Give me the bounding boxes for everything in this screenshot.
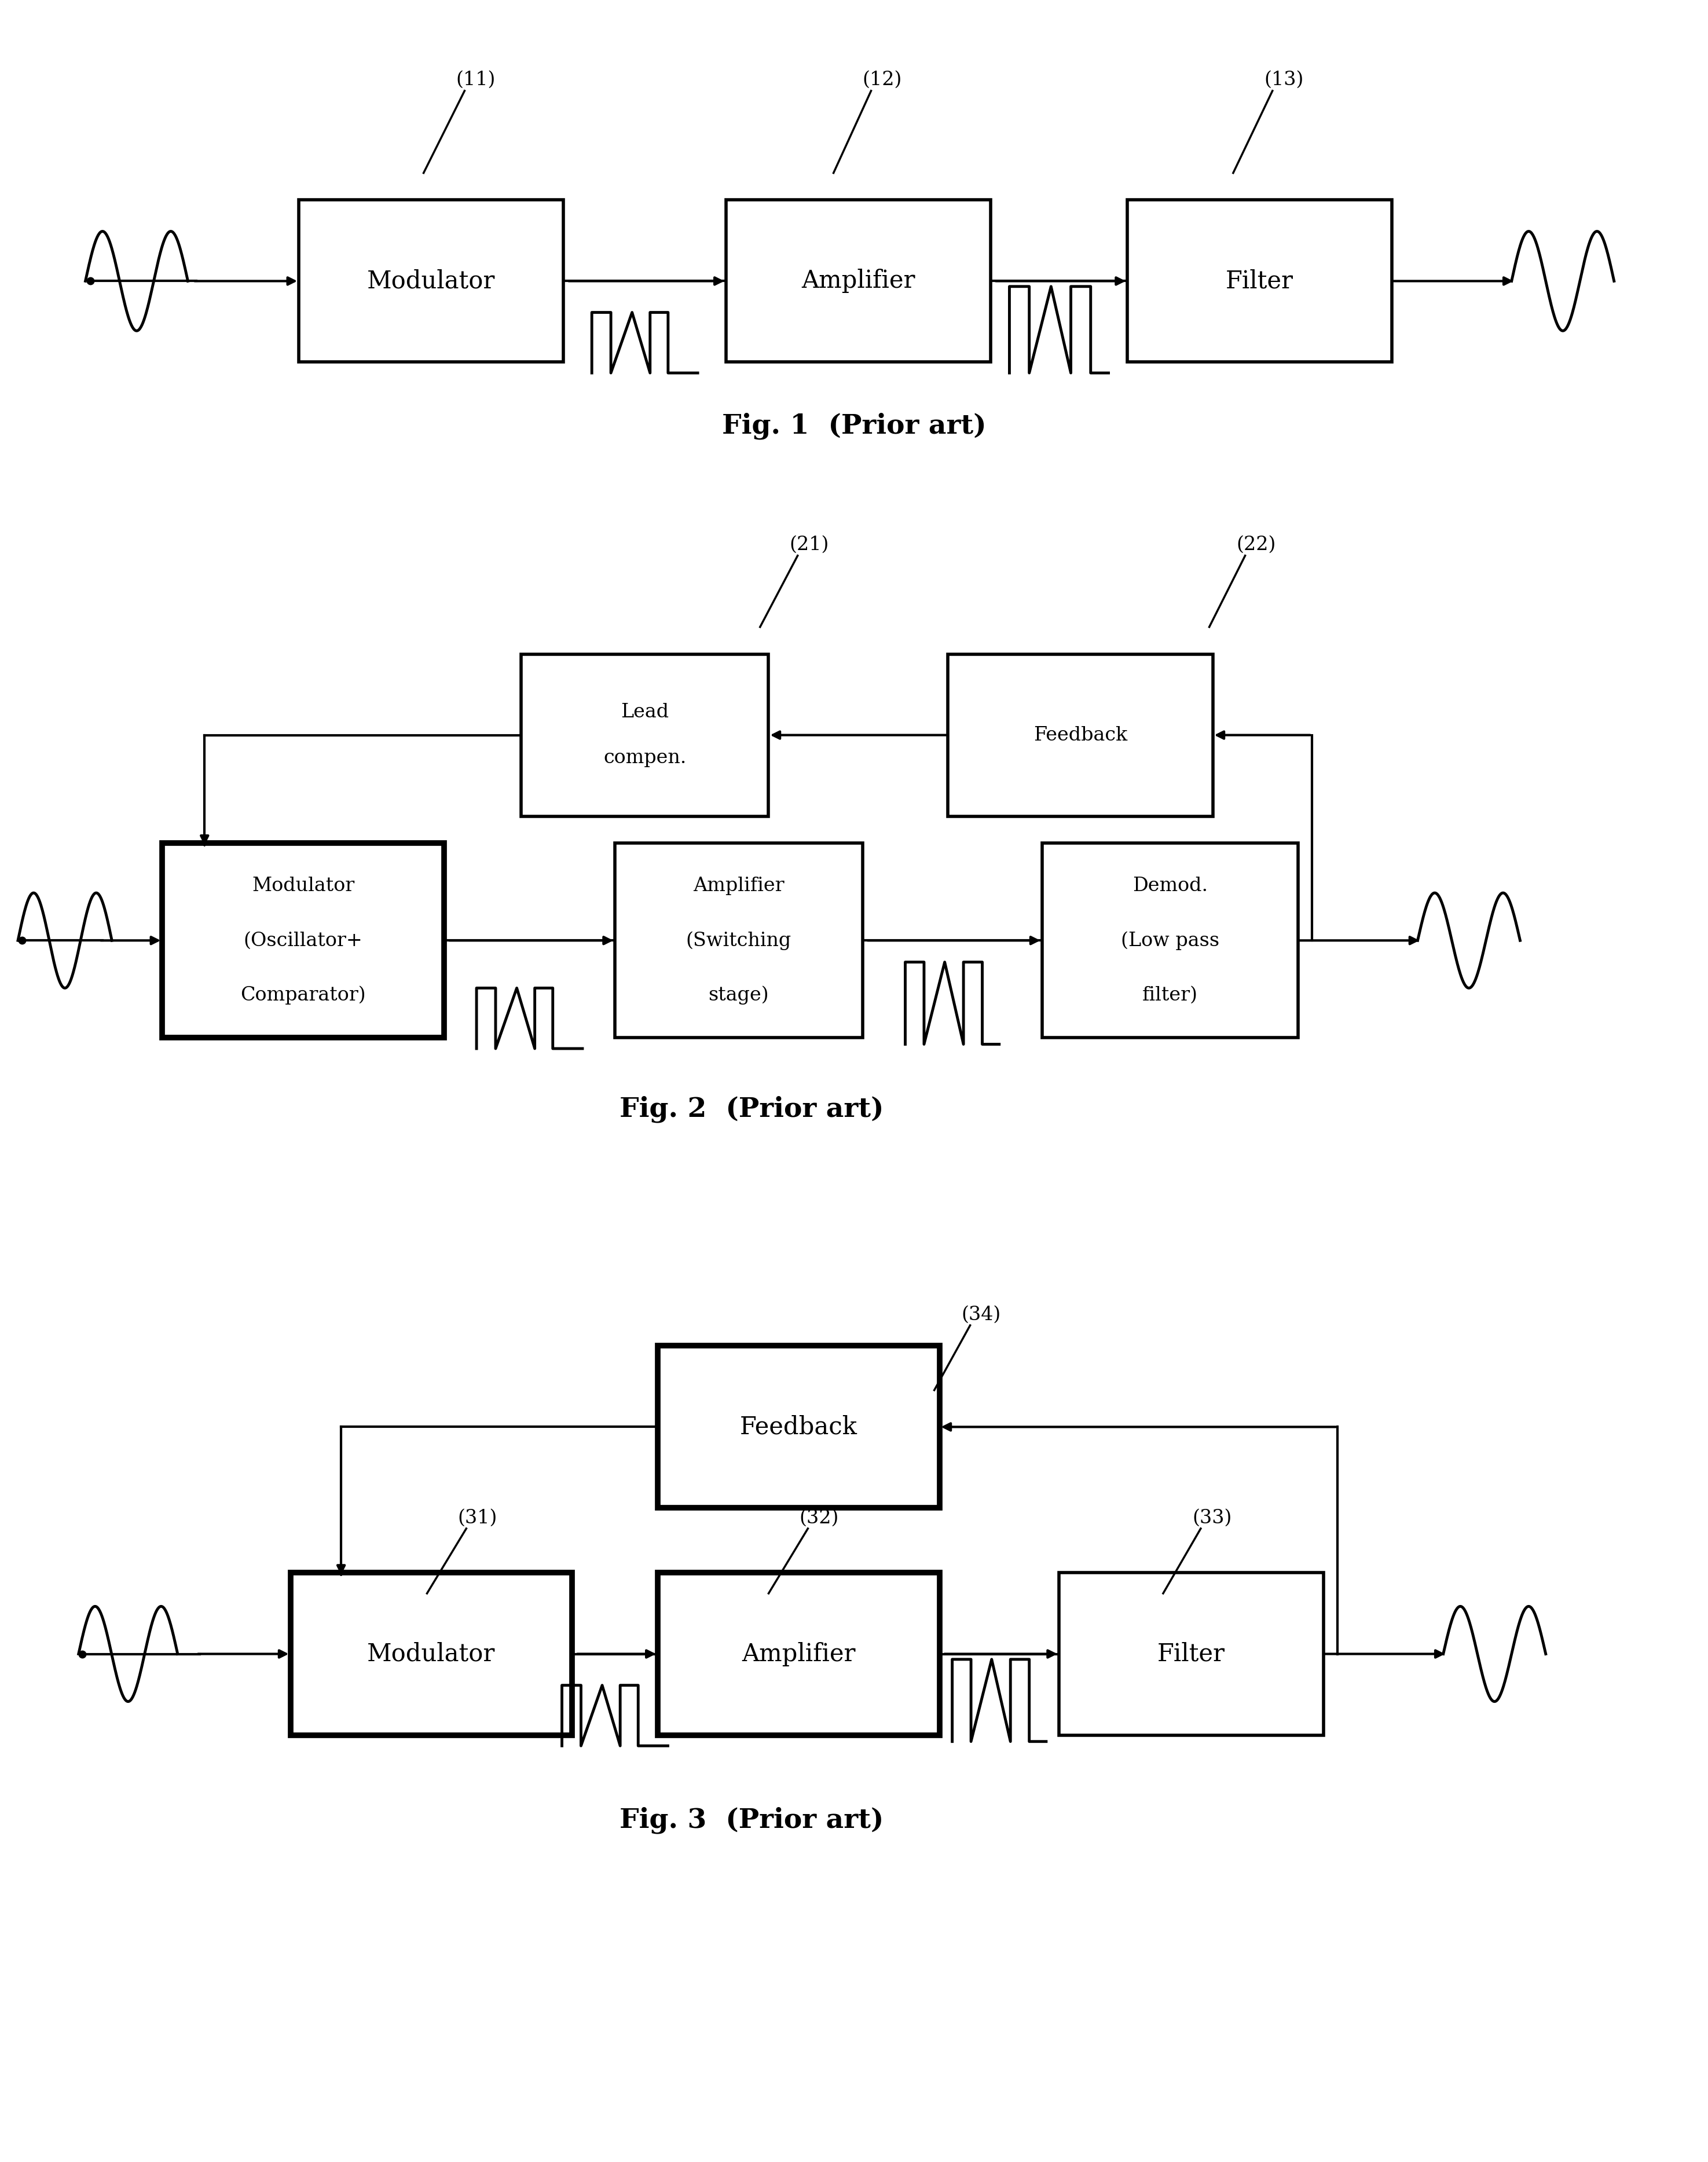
Text: (32): (32) — [799, 1509, 839, 1526]
FancyBboxPatch shape — [615, 843, 863, 1038]
Text: Filter: Filter — [1158, 1641, 1225, 1667]
Text: (Oscillator+: (Oscillator+ — [244, 932, 362, 949]
FancyBboxPatch shape — [1059, 1574, 1324, 1734]
FancyBboxPatch shape — [948, 653, 1213, 815]
Text: Modulator: Modulator — [251, 878, 355, 895]
Text: (22): (22) — [1237, 536, 1276, 553]
Text: Fig. 3  (Prior art): Fig. 3 (Prior art) — [620, 1807, 883, 1833]
FancyBboxPatch shape — [290, 1574, 572, 1734]
Text: filter): filter) — [1143, 986, 1197, 1003]
Text: Amplifier: Amplifier — [693, 878, 784, 895]
Text: (21): (21) — [789, 536, 828, 553]
FancyBboxPatch shape — [1127, 199, 1392, 361]
FancyBboxPatch shape — [299, 199, 564, 361]
Text: Fig. 1  (Prior art): Fig. 1 (Prior art) — [722, 413, 986, 439]
Text: Amplifier: Amplifier — [801, 268, 915, 294]
Text: Demod.: Demod. — [1132, 878, 1208, 895]
Text: Fig. 2  (Prior art): Fig. 2 (Prior art) — [620, 1096, 883, 1122]
Text: (Switching: (Switching — [687, 932, 791, 949]
Text: Lead: Lead — [620, 703, 670, 722]
Text: (33): (33) — [1192, 1509, 1231, 1526]
Text: Modulator: Modulator — [367, 268, 495, 294]
Text: Amplifier: Amplifier — [741, 1641, 856, 1667]
FancyBboxPatch shape — [162, 843, 444, 1038]
FancyBboxPatch shape — [1042, 843, 1298, 1038]
Text: (12): (12) — [863, 71, 902, 89]
FancyBboxPatch shape — [521, 653, 769, 815]
Text: Filter: Filter — [1226, 268, 1293, 294]
Text: Comparator): Comparator) — [241, 986, 366, 1005]
FancyBboxPatch shape — [658, 1574, 939, 1734]
FancyBboxPatch shape — [726, 199, 991, 361]
FancyBboxPatch shape — [658, 1345, 939, 1507]
Text: stage): stage) — [709, 986, 769, 1005]
Text: (Low pass: (Low pass — [1120, 932, 1220, 949]
Text: Feedback: Feedback — [740, 1414, 857, 1440]
Text: Modulator: Modulator — [367, 1641, 495, 1667]
Text: (34): (34) — [962, 1306, 1001, 1323]
Text: compen.: compen. — [603, 748, 687, 768]
Text: (11): (11) — [456, 71, 495, 89]
Text: (31): (31) — [458, 1509, 497, 1526]
Text: (13): (13) — [1264, 71, 1303, 89]
Text: Feedback: Feedback — [1033, 726, 1127, 744]
